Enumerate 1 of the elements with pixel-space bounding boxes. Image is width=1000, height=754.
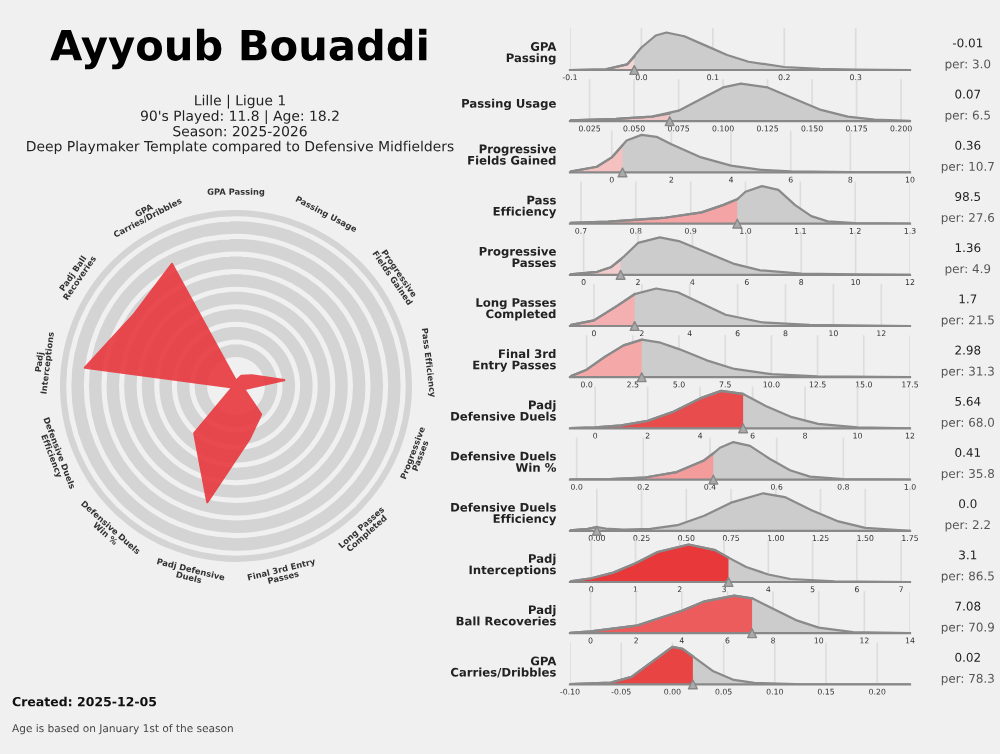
chart-title: Ayyoub Bouaddi: [50, 28, 427, 70]
